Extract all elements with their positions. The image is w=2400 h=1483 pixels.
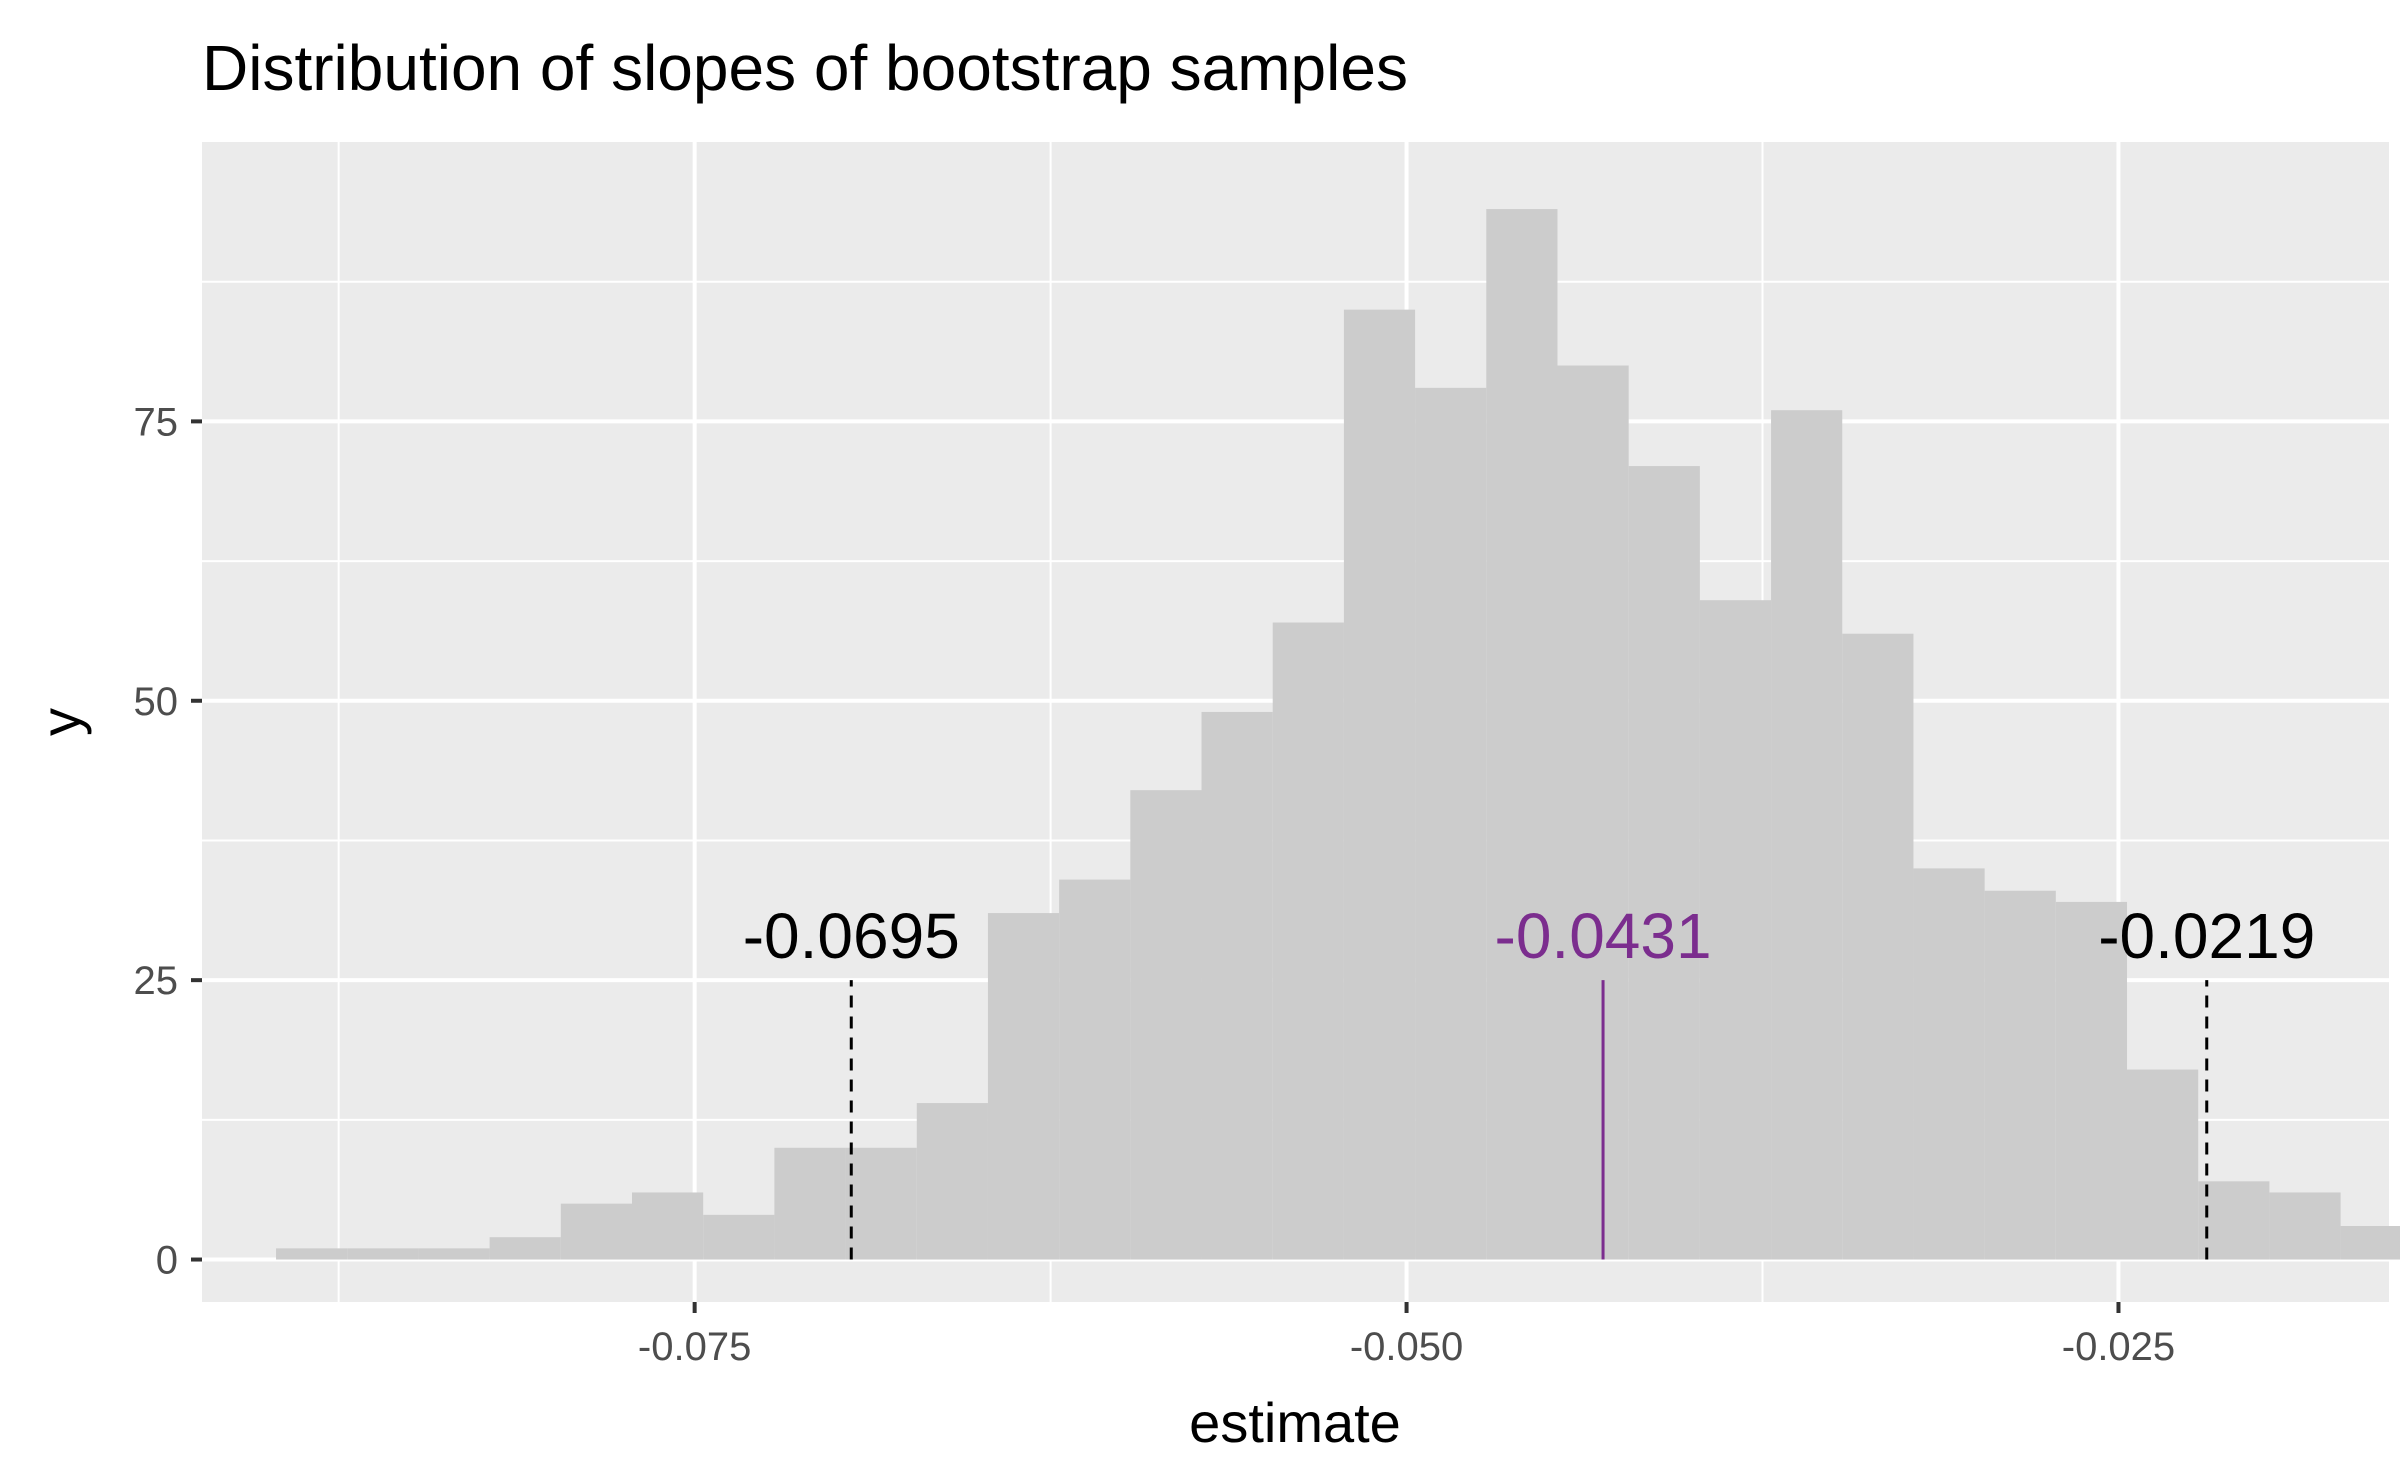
histogram-bar [2340,1226,2400,1260]
x-tick-label: -0.075 [638,1325,751,1369]
histogram-bars [276,209,2400,1260]
x-axis-title: estimate [1189,1391,1401,1454]
histogram-bar [987,913,1060,1260]
histogram-bar [1343,309,1416,1260]
histogram-bar [1771,410,1843,1260]
histogram-bar [1842,633,1914,1260]
y-tick-label: 50 [134,680,179,724]
histogram-bar [1913,868,1985,1260]
y-tick-label: 75 [134,400,179,444]
estimate-label: -0.0431 [1495,900,1712,972]
x-tick-label: -0.050 [1350,1325,1463,1369]
histogram-bar [2198,1181,2270,1260]
histogram-bar [631,1192,704,1260]
histogram-bar [1130,790,1202,1260]
histogram-bar [845,1147,917,1260]
histogram-bar [1984,890,2056,1260]
y-tick-label: 25 [134,959,179,1003]
histogram-bar [1699,600,1772,1260]
histogram-bar [489,1237,561,1260]
annotations: -0.0695 -0.0431 -0.0219 [743,900,2315,1260]
y-tick-label: 0 [156,1239,178,1283]
histogram-bar [2127,1069,2199,1260]
histogram-bar [1201,711,1273,1260]
y-axis-title: y [29,708,92,736]
histogram-bar [347,1248,419,1260]
ci-bound-label: -0.0695 [743,900,960,972]
histogram-bar [703,1214,775,1260]
histogram-bar [276,1248,348,1260]
histogram-bar [916,1103,988,1260]
x-tick-label: -0.025 [2062,1325,2175,1369]
histogram-bar [1486,209,1558,1260]
x-axis: -0.075 -0.050 -0.025 [638,1302,2175,1369]
histogram-bar [1557,365,1629,1260]
histogram-bar [2269,1192,2341,1260]
chart-title: Distribution of slopes of bootstrap samp… [202,32,1408,104]
histogram-bar [1272,622,1344,1260]
y-axis: 0 25 50 75 [134,400,202,1283]
histogram-bar [774,1147,846,1260]
histogram-bar [560,1203,632,1260]
histogram-bar [1059,879,1131,1260]
ci-bound-label: -0.0219 [2098,900,2315,972]
histogram-bar [1415,387,1487,1260]
histogram-bar [2055,901,2128,1260]
histogram-bar [418,1248,490,1260]
histogram-bar [1628,466,1700,1260]
